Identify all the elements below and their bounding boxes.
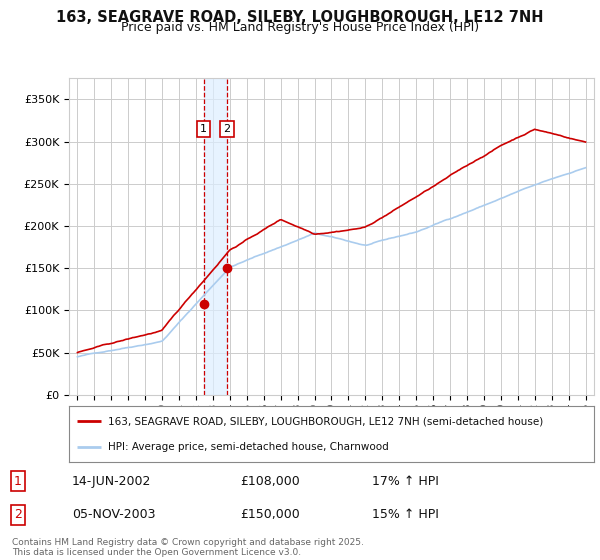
Text: Price paid vs. HM Land Registry's House Price Index (HPI): Price paid vs. HM Land Registry's House … [121,21,479,34]
Text: 17% ↑ HPI: 17% ↑ HPI [372,474,439,488]
Text: 163, SEAGRAVE ROAD, SILEBY, LOUGHBOROUGH, LE12 7NH: 163, SEAGRAVE ROAD, SILEBY, LOUGHBOROUGH… [56,10,544,25]
Text: HPI: Average price, semi-detached house, Charnwood: HPI: Average price, semi-detached house,… [109,442,389,452]
Text: 15% ↑ HPI: 15% ↑ HPI [372,508,439,521]
Text: 05-NOV-2003: 05-NOV-2003 [72,508,155,521]
Text: £150,000: £150,000 [240,508,300,521]
Text: 1: 1 [200,124,207,134]
Text: 1: 1 [14,474,22,488]
Text: 163, SEAGRAVE ROAD, SILEBY, LOUGHBOROUGH, LE12 7NH (semi-detached house): 163, SEAGRAVE ROAD, SILEBY, LOUGHBOROUGH… [109,416,544,426]
Text: 2: 2 [14,508,22,521]
Text: 2: 2 [224,124,231,134]
Text: Contains HM Land Registry data © Crown copyright and database right 2025.
This d: Contains HM Land Registry data © Crown c… [12,538,364,557]
Bar [203,78,227,395]
Text: 14-JUN-2002: 14-JUN-2002 [72,474,151,488]
Text: £108,000: £108,000 [240,474,300,488]
